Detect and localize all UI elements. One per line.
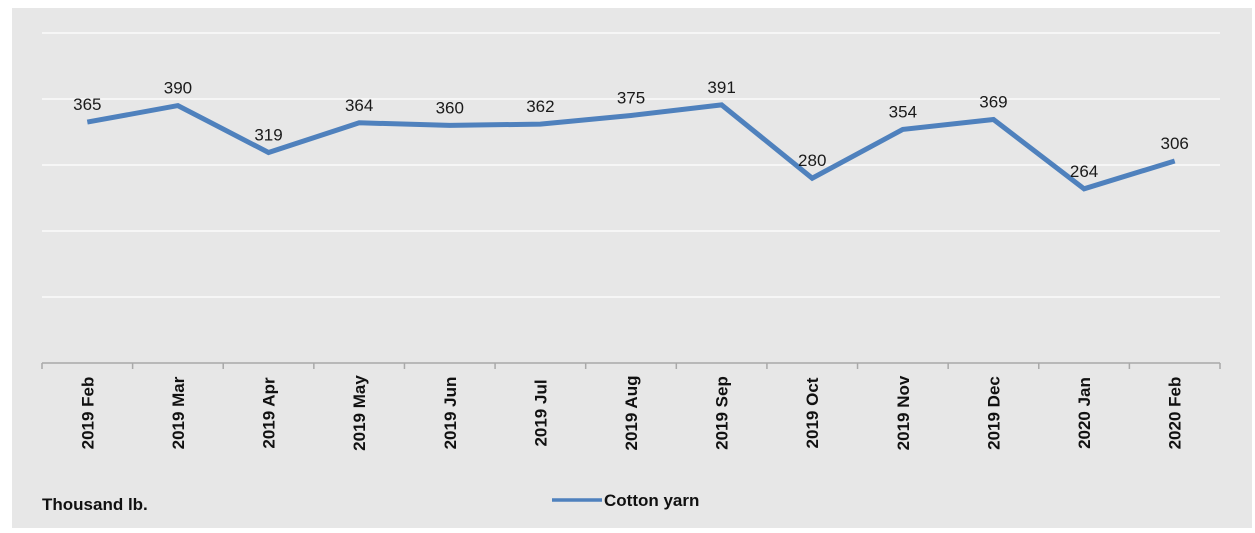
data-label: 391 xyxy=(707,78,735,97)
x-tick-label: 2019 Aug xyxy=(622,376,641,451)
x-tick-label: 2019 Nov xyxy=(894,375,913,450)
series-line-cotton-yarn xyxy=(86,102,1176,192)
data-label: 280 xyxy=(798,151,826,170)
x-tick-label: 2019 Sep xyxy=(713,376,732,450)
data-label: 360 xyxy=(436,98,464,117)
x-axis xyxy=(41,362,1221,369)
data-label: 354 xyxy=(889,102,917,121)
x-tick-label: 2019 Feb xyxy=(78,377,97,450)
chart-area: 365 390 319 364 360 362 375 391 280 354 369 264 306 … xyxy=(12,8,1252,528)
data-label: 375 xyxy=(617,89,645,108)
legend: Cotton yarn xyxy=(552,491,699,510)
x-tick-label: 2019 Jun xyxy=(441,377,460,450)
x-tick-labels: 2019 Feb 2019 Mar 2019 Apr 2019 May 2019 Jun… xyxy=(78,375,1184,451)
series-layer xyxy=(86,102,1176,192)
x-tick-label: 2019 Oct xyxy=(803,377,822,448)
data-label: 369 xyxy=(979,92,1007,111)
x-tick-label: 2019 Jul xyxy=(531,379,550,446)
data-label: 364 xyxy=(345,96,373,115)
data-label: 319 xyxy=(254,125,282,144)
data-label: 390 xyxy=(164,79,192,98)
data-label: 264 xyxy=(1070,162,1098,181)
x-tick-label: 2019 May xyxy=(350,375,369,451)
x-tick-label: 2019 Apr xyxy=(260,377,279,449)
x-tick-label: 2020 Jan xyxy=(1075,377,1094,449)
data-labels: 365 390 319 364 360 362 375 391 280 354 369 264 306 xyxy=(73,78,1189,181)
gridlines xyxy=(42,32,1220,298)
unit-label: Thousand lb. xyxy=(42,495,148,514)
legend-label-cotton-yarn: Cotton yarn xyxy=(604,491,699,510)
data-label: 306 xyxy=(1161,134,1189,153)
x-tick-label: 2019 Dec xyxy=(984,376,1003,450)
x-tick-label: 2020 Feb xyxy=(1166,377,1185,450)
x-tick-label: 2019 Mar xyxy=(169,376,188,449)
data-label: 362 xyxy=(526,97,554,116)
data-label: 365 xyxy=(73,95,101,114)
